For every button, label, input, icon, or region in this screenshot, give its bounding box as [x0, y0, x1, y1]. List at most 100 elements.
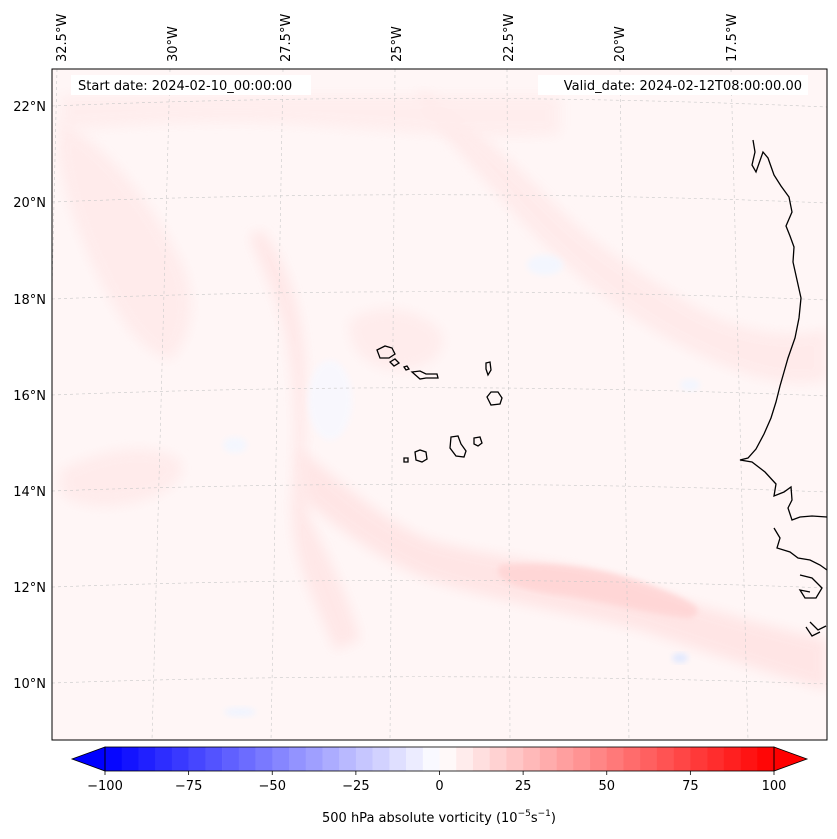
latitude-label: 20°N — [13, 196, 46, 211]
colorbar-cell — [339, 747, 357, 771]
cape-verde-sao-nicolau — [410, 370, 439, 380]
colorbar-title-unit: s — [531, 811, 538, 826]
colorbar-cell — [121, 747, 139, 771]
colorbar-tick-label: 75 — [682, 779, 699, 794]
africa-coastline-south — [773, 527, 827, 637]
longitude-label: 27.5°W — [279, 14, 294, 62]
latitude-label: 18°N — [13, 293, 46, 308]
longitude-label: 17.5°W — [725, 14, 740, 62]
graticule — [52, 69, 827, 740]
colorbar-title-exponent: −1 — [538, 809, 551, 819]
parallel-line — [52, 387, 827, 397]
longitude-label: 22.5°W — [502, 14, 517, 62]
cape-verde-santa-luzia — [402, 365, 411, 371]
start-date-label: Start date: 2024-02-10_00:00:00 — [78, 79, 292, 94]
negative-vorticity-patch — [680, 379, 700, 391]
colorbar-cell — [740, 747, 758, 771]
negative-vorticity-patch — [223, 437, 247, 453]
colorbar-cell — [472, 747, 490, 771]
colorbar-cell — [205, 747, 223, 771]
colorbar-tick-label: −75 — [175, 779, 202, 794]
colorbar-tick-label: −25 — [342, 779, 369, 794]
colorbar-cell — [288, 747, 307, 771]
colorbar-cell — [105, 747, 123, 771]
vorticity-band-core — [498, 563, 698, 618]
colorbar-cell — [539, 747, 557, 771]
meridian-line — [270, 69, 284, 740]
vorticity-blob-cape-verde — [349, 309, 443, 370]
latitude-label: 10°N — [13, 677, 46, 692]
cape-verde-boa-vista — [486, 391, 503, 406]
meridian-line — [619, 69, 630, 740]
longitude-label: 30°W — [166, 26, 181, 62]
colorbar: −100 −75 −50 −25 0 25 50 75 100 500 hPa absolute… — [70, 746, 809, 826]
vorticity-band-north-strip — [60, 95, 560, 137]
colorbar-cell — [372, 747, 390, 771]
cape-verde-fogo — [414, 449, 428, 463]
colorbar-cell — [255, 747, 273, 771]
valid-date-box — [538, 75, 808, 95]
colorbar-cell — [723, 747, 741, 771]
parallel-line — [52, 483, 827, 493]
colorbar-cell — [640, 747, 658, 771]
colorbar-tick-label: −100 — [87, 779, 123, 794]
colorbar-cell — [272, 747, 290, 771]
colorbar-cell — [489, 747, 507, 771]
cape-verde-maio — [473, 436, 483, 447]
latitude-label: 16°N — [13, 389, 46, 404]
colorbar-tick-label: 50 — [598, 779, 615, 794]
parallel-line — [52, 97, 827, 108]
colorbar-cell — [623, 747, 641, 771]
longitude-label: 25°W — [390, 26, 405, 62]
colorbar-cell — [656, 747, 674, 771]
colorbar-tick-label: 100 — [762, 779, 787, 794]
colorbar-title: 500 hPa absolute vorticity (10−5s−1) — [322, 809, 556, 826]
latitude-label: 22°N — [13, 100, 46, 115]
colorbar-cell — [222, 747, 240, 771]
africa-coastline — [739, 139, 827, 521]
latitude-label: 14°N — [13, 485, 46, 500]
colorbar-cell — [456, 747, 474, 771]
colorbar-cells — [105, 747, 775, 771]
colorbar-cell — [188, 747, 206, 771]
colorbar-cell — [322, 747, 340, 771]
colorbar-title-prefix: 500 hPa absolute vorticity (10 — [322, 811, 518, 826]
colorbar-extend-arrow-low — [70, 746, 106, 772]
cape-verde-santo-antao — [376, 345, 396, 359]
vorticity-blob-southwest — [60, 449, 182, 507]
colorbar-cell — [389, 747, 407, 771]
start-date-box — [71, 75, 311, 95]
colorbar-cell — [238, 747, 256, 771]
colorbar-cell — [707, 747, 725, 771]
meridian-line — [506, 69, 511, 740]
colorbar-extend-arrow-high — [773, 746, 809, 772]
colorbar-cell — [406, 747, 424, 771]
cape-verde-sao-vicente — [388, 358, 401, 367]
colorbar-cell — [573, 747, 591, 771]
colorbar-tick-label: 25 — [515, 779, 532, 794]
colorbar-cell — [155, 747, 173, 771]
parallel-line — [52, 194, 827, 204]
colorbar-cell — [305, 747, 323, 771]
colorbar-cell — [590, 747, 608, 771]
negative-vorticity-patch — [672, 653, 688, 663]
parallel-line — [52, 579, 827, 589]
colorbar-cell — [138, 747, 156, 771]
vorticity-band-northwest — [58, 120, 191, 360]
cape-verde-brava — [403, 457, 409, 463]
negative-vorticity-patch — [527, 255, 563, 275]
colorbar-cell — [523, 747, 541, 771]
cape-verde-sal — [485, 361, 492, 377]
map-panel: Start date: 2024-02-10_00:00:00 Valid_da… — [51, 68, 828, 741]
colorbar-cell — [506, 747, 524, 771]
colorbar-title-exponent: −5 — [518, 809, 531, 819]
negative-vorticity-patch — [224, 707, 256, 717]
meridian-line — [389, 69, 396, 740]
vorticity-field — [58, 90, 827, 717]
colorbar-cell — [355, 747, 373, 771]
colorbar-tick-label: 0 — [435, 779, 443, 794]
longitude-label: 20°W — [613, 26, 628, 62]
cape-verde-santiago — [449, 435, 467, 458]
longitude-label: 32.5°W — [55, 14, 70, 62]
